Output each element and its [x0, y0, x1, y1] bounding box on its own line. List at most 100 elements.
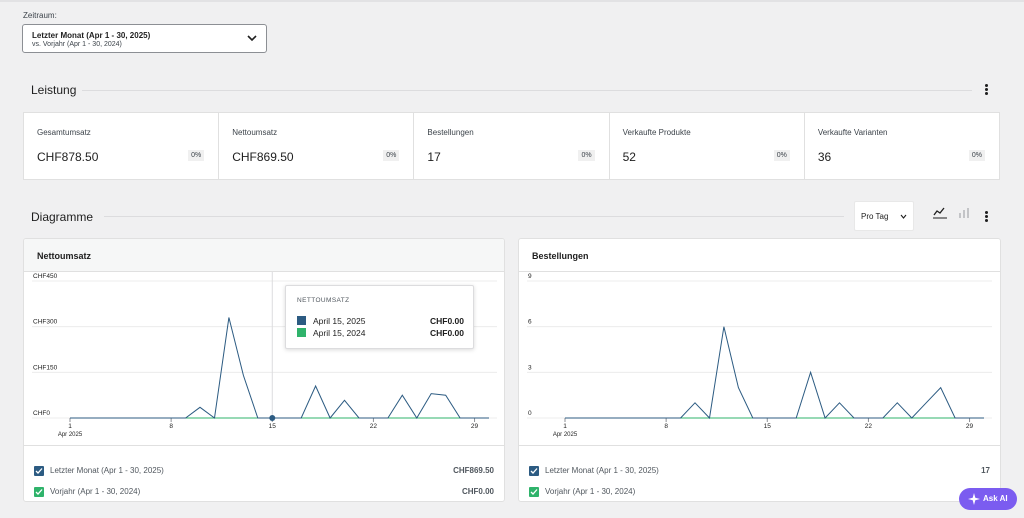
x-tick-label: 1 [563, 423, 567, 430]
tooltip-swatch [297, 328, 306, 337]
period-compare: vs. Vorjahr (Apr 1 - 30, 2024) [32, 41, 122, 48]
legend-total: 17 [981, 466, 990, 475]
chevron-down-icon [247, 35, 257, 42]
series-line-current [70, 317, 489, 419]
performance-title: Leistung [31, 83, 77, 97]
perf-label: Bestellungen [427, 128, 474, 137]
chevron-down-icon [900, 214, 907, 219]
x-tick-label: 8 [664, 423, 668, 430]
charts-divider [104, 216, 844, 217]
y-tick-label: 3 [528, 364, 532, 371]
x-tick-label: 22 [865, 423, 873, 430]
chart-legend: Letzter Monat (Apr 1 - 30, 2025) CHF869.… [24, 445, 504, 501]
tooltip-value: CHF0.00 [429, 316, 464, 326]
period-selected: Letzter Monat (Apr 1 - 30, 2025) [32, 31, 151, 40]
legend-label: Vorjahr (Apr 1 - 30, 2024) [545, 487, 636, 496]
legend-row-previous[interactable]: Vorjahr (Apr 1 - 30, 2024) CHF0.00 [34, 486, 494, 498]
perf-label: Verkaufte Varianten [817, 128, 888, 137]
perf-card-bestellungen[interactable]: Bestellungen 17 0% [414, 113, 610, 179]
chart-header: Nettoumsatz [24, 239, 504, 272]
chart-legend: Letzter Monat (Apr 1 - 30, 2025) 17 Vorj… [519, 445, 1000, 501]
tooltip-date: April 15, 2025 [313, 316, 366, 326]
x-tick-sublabel: Apr 2025 [58, 432, 83, 438]
x-tick-label: 1 [68, 423, 72, 430]
y-tick-label: CHF450 [33, 273, 58, 280]
x-tick-label: 15 [269, 423, 277, 430]
x-tick-label: 29 [471, 423, 479, 430]
x-tick-sublabel: Apr 2025 [553, 432, 578, 438]
legend-checkbox-previous[interactable] [529, 487, 539, 497]
perf-value: CHF878.50 [37, 150, 99, 164]
perf-label: Verkaufte Produkte [622, 128, 691, 137]
perf-card-verkaufte-varianten[interactable]: Verkaufte Varianten 36 0% [805, 113, 999, 179]
ask-ai-label: Ask AI [983, 494, 1008, 503]
perf-delta-badge: 0% [578, 150, 595, 161]
y-tick-label: CHF150 [33, 364, 58, 371]
chart-title: Nettoumsatz [37, 251, 92, 261]
charts-title: Diagramme [31, 210, 94, 224]
tooltip-date: April 15, 2024 [313, 328, 366, 338]
perf-value: CHF869.50 [232, 150, 294, 164]
checkmark-icon [35, 489, 43, 495]
chart-title: Bestellungen [532, 251, 589, 261]
top-divider [0, 0, 1024, 2]
perf-value: 36 [817, 150, 832, 164]
nettoumsatz-chart[interactable]: CHF0 CHF150 CHF300 CHF450 1 8 15 22 29 Apr 2025 [24, 272, 505, 444]
y-tick-label: CHF0 [33, 410, 50, 417]
chart-card-nettoumsatz: Nettoumsatz CHF0 CHF150 CHF300 CHF450 1 8 15 22… [23, 238, 505, 502]
perf-card-gesamtumsatz[interactable]: Gesamtumsatz CHF878.50 0% [24, 113, 220, 179]
y-tick-label: 6 [528, 319, 532, 326]
x-tick-label: 8 [169, 423, 173, 430]
perf-value: 17 [427, 150, 441, 164]
perf-delta-badge: 0% [773, 150, 790, 161]
legend-label: Letzter Monat (Apr 1 - 30, 2025) [545, 466, 659, 475]
chart-card-bestellungen: Bestellungen 0 3 6 9 1 8 15 22 29 Apr 2025 Letzte… [518, 238, 1001, 502]
checkmark-icon [530, 489, 538, 495]
interval-select[interactable]: Pro Tag [854, 201, 914, 231]
legend-label: Letzter Monat (Apr 1 - 30, 2025) [50, 466, 164, 475]
performance-cards: Gesamtumsatz CHF878.50 0% Nettoumsatz CH… [23, 112, 1000, 180]
legend-row-previous[interactable]: Vorjahr (Apr 1 - 30, 2024) 0 [529, 486, 990, 498]
checkmark-icon [530, 468, 538, 474]
legend-total: CHF0.00 [461, 487, 494, 496]
perf-label: Nettoumsatz [232, 128, 278, 137]
period-label: Zeitraum: [23, 11, 57, 20]
legend-checkbox-current[interactable] [529, 466, 539, 476]
sparkle-icon [968, 493, 980, 505]
perf-delta-badge: 0% [383, 150, 400, 161]
period-select[interactable]: Letzter Monat (Apr 1 - 30, 2025) vs. Vor… [22, 24, 267, 53]
y-tick-label: 0 [528, 410, 532, 417]
tooltip-title: NETTOUMSATZ [297, 297, 350, 304]
perf-card-verkaufte-produkte[interactable]: Verkaufte Produkte 52 0% [610, 113, 805, 179]
tooltip-value: CHF0.00 [429, 328, 464, 338]
perf-value: 52 [622, 150, 636, 164]
performance-divider [82, 90, 972, 91]
perf-delta-badge: 0% [188, 150, 205, 161]
charts-more-icon[interactable] [981, 210, 991, 224]
bar-chart-icon[interactable] [957, 207, 971, 219]
interval-value: Pro Tag [861, 212, 889, 221]
performance-more-icon[interactable] [981, 83, 991, 97]
perf-label: Gesamtumsatz [37, 128, 91, 137]
x-tick-label: 29 [966, 423, 974, 430]
legend-total: CHF869.50 [453, 466, 494, 475]
x-tick-label: 15 [764, 423, 772, 430]
tooltip-row-current: April 15, 2025 CHF0.00 [297, 316, 464, 326]
perf-delta-badge: 0% [968, 150, 986, 161]
bestellungen-chart[interactable]: 0 3 6 9 1 8 15 22 29 Apr 2025 [519, 272, 1001, 444]
legend-checkbox-previous[interactable] [34, 487, 44, 497]
chart-header: Bestellungen [519, 239, 1000, 272]
legend-row-current[interactable]: Letzter Monat (Apr 1 - 30, 2025) CHF869.… [34, 465, 494, 477]
perf-card-nettoumsatz[interactable]: Nettoumsatz CHF869.50 0% [219, 113, 415, 179]
legend-checkbox-current[interactable] [34, 466, 44, 476]
legend-label: Vorjahr (Apr 1 - 30, 2024) [50, 487, 141, 496]
y-tick-label: CHF300 [33, 319, 58, 326]
line-chart-icon[interactable] [933, 207, 947, 219]
series-line-current [565, 326, 984, 420]
y-tick-label: 9 [528, 273, 532, 280]
ask-ai-button[interactable]: Ask AI [959, 488, 1017, 510]
chart-tooltip: NETTOUMSATZ April 15, 2025 CHF0.00 April… [285, 285, 474, 349]
legend-row-current[interactable]: Letzter Monat (Apr 1 - 30, 2025) 17 [529, 465, 990, 477]
tooltip-swatch [297, 316, 306, 325]
checkmark-icon [35, 468, 43, 474]
